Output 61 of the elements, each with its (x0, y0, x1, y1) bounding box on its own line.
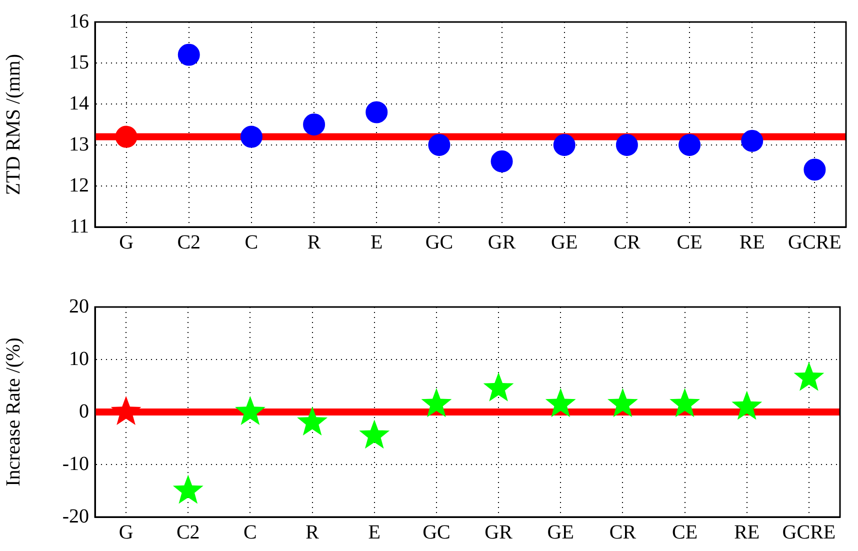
x-tick-label: E (368, 521, 380, 544)
point (178, 44, 200, 66)
point (297, 406, 328, 436)
y-axis-title: ZTD RMS /(mm) (2, 54, 24, 196)
y-tick-label: 13 (69, 133, 89, 156)
point (421, 388, 452, 418)
y-tick-label: 12 (69, 174, 89, 196)
x-tick-label: CR (614, 231, 641, 254)
x-tick-label: GCRE (788, 231, 842, 254)
point (110, 396, 142, 425)
point (359, 420, 390, 449)
x-tick-label: C (244, 521, 257, 544)
y-tick-label: -10 (62, 452, 89, 475)
x-tick-label: R (307, 231, 322, 254)
x-tick-label: G (119, 231, 134, 254)
x-tick-label: RE (739, 231, 765, 254)
x-tick-label: GC (425, 231, 454, 254)
x-tick-label: GE (547, 521, 574, 544)
x-tick-label: C2 (176, 521, 200, 544)
x-tick-label: CR (609, 521, 637, 544)
point (794, 362, 824, 391)
point (240, 126, 262, 148)
x-tick-label: RE (734, 521, 760, 544)
point (483, 372, 514, 402)
y-axis-title: Increase Rate /(%) (2, 338, 24, 486)
x-tick-label: G (118, 521, 134, 544)
point (678, 134, 701, 156)
point (366, 101, 388, 124)
x-tick-label: GE (551, 231, 578, 254)
point (670, 388, 700, 418)
x-tick-label: CE (676, 231, 702, 254)
y-tick-label: 14 (69, 92, 89, 114)
y-tick-label: 20 (69, 295, 89, 318)
point (732, 390, 762, 420)
x-tick-label: C (244, 231, 258, 254)
point (172, 474, 204, 504)
point (490, 150, 513, 172)
y-tick-label: 16 (69, 10, 89, 32)
x-tick-label: R (306, 521, 320, 544)
point (115, 126, 138, 148)
y-tick-label: -20 (62, 505, 89, 528)
x-tick-label: CE (672, 521, 698, 544)
y-tick-label: 0 (79, 400, 89, 422)
point (616, 134, 638, 156)
point (545, 388, 576, 418)
point (607, 388, 638, 418)
x-tick-label: GR (488, 231, 516, 254)
x-tick-label: GCRE (782, 521, 836, 544)
point (741, 130, 764, 152)
x-tick-label: GC (422, 521, 450, 544)
y-tick-label: 11 (70, 215, 89, 238)
y-tick-label: 15 (69, 51, 89, 74)
y-tick-label: 10 (69, 348, 89, 370)
point (428, 134, 450, 156)
point (804, 158, 826, 181)
x-tick-label: C2 (177, 231, 201, 254)
x-tick-label: GR (484, 521, 514, 544)
point (553, 134, 576, 156)
point (303, 114, 326, 136)
x-tick-label: E (370, 231, 383, 254)
point (234, 396, 266, 425)
